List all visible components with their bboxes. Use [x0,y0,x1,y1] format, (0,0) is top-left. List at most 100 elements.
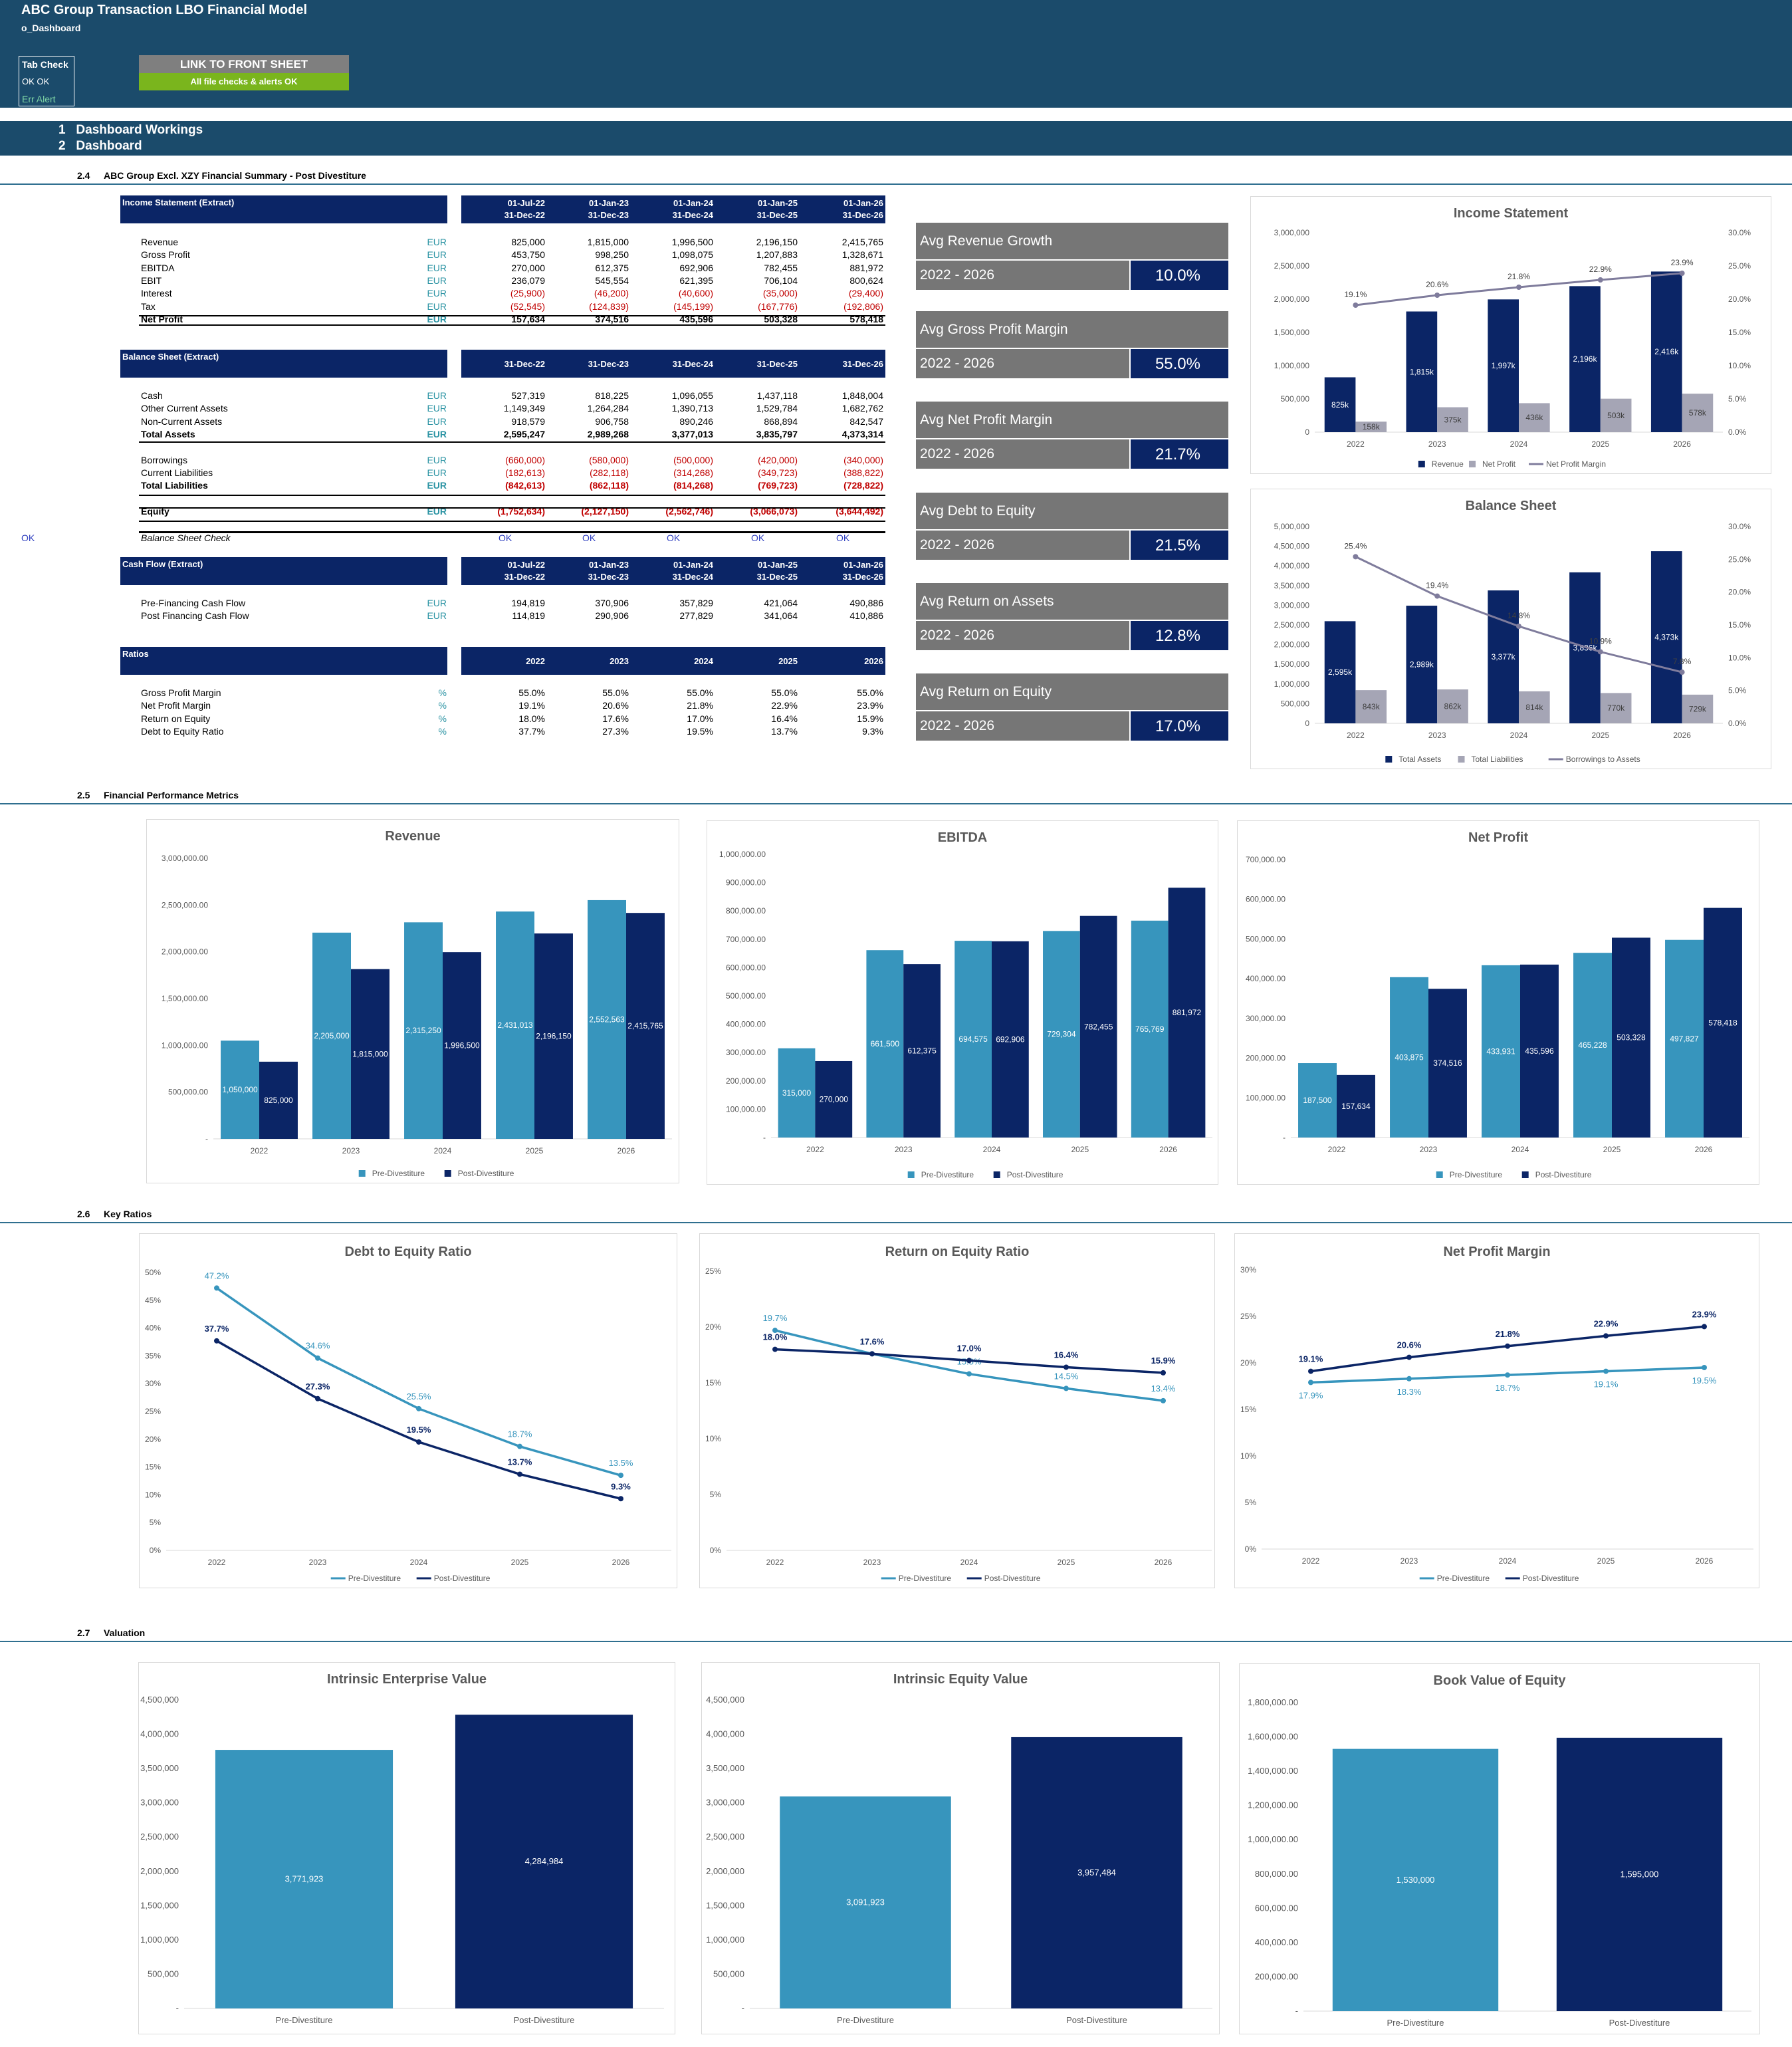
data-label: 9.3% [611,1481,631,1491]
legend-swatch [1436,1171,1443,1178]
period-start-date: 01-Jan-25 [758,560,798,570]
data-label: 435,596 [1525,1046,1554,1056]
table-row: Pre-Financing Cash Flow EUR 194,819 370,906… [0,598,891,610]
data-label: 270,000 [820,1094,849,1104]
y-tick-label: 100,000.00 [726,1104,766,1114]
chart-bve[interactable]: Book Value of Equity 1,800,000.00 1,600,00… [1239,1663,1760,2034]
row-label: EBIT [141,275,162,286]
nav-item-dashboard-workings[interactable]: 1 Dashboard Workings [58,123,203,138]
line-point [1679,271,1685,276]
y-tick-label: 3,000,000 [706,1798,744,1808]
x-tick-label: 2025 [1058,1558,1075,1567]
table-cell: (2,562,746) [665,506,713,517]
nav-item-dashboard[interactable]: 2 Dashboard [58,139,142,154]
bar-post-divestiture [1428,989,1467,1138]
kpi-value: 55.0% [1131,349,1228,378]
chart-debt_equity[interactable]: Debt to Equity Ratio 50% 45% 40% 35% 30% 25% 20… [139,1233,677,1588]
kpi-label-area: Avg Debt to Equity [916,493,1228,529]
period-start-date: 01-Jan-23 [589,198,629,208]
y-tick-label: 0% [150,1546,162,1555]
chart-net_profit_margin[interactable]: Net Profit Margin 30% 25% 20% 15% 10% 5% 0% 2022… [1234,1233,1759,1588]
line-point [966,1371,972,1377]
row-label: Tax [141,301,156,312]
table-cell: 341,064 [764,610,798,622]
line-point [772,1328,778,1334]
y-tick-label: 3,000,000.00 [162,854,208,863]
chart-revenue[interactable]: Revenue 3,000,000.00 2,500,000.00 2,000,000… [146,819,679,1183]
kpi-value: 21.5% [1131,531,1228,560]
data-label: 661,500 [871,1039,900,1048]
period-end-date: 2024 [694,656,713,666]
income-statement-date-header: 01-Jul-22 31-Dec-22 01-Jan-23 31-Dec-23 01-J… [461,195,885,223]
x-tick-label: 2023 [1400,1556,1418,1566]
y-tick-label: 4,500,000 [140,1695,179,1705]
x-tick-label: 2024 [1499,1556,1517,1566]
table-cell: 1,096,055 [671,390,713,401]
data-label: 2,416k [1654,347,1679,356]
period-end-date: 2026 [864,656,883,666]
line-point [618,1473,623,1479]
chart-canvas: 25% 20% 15% 10% 5% 0% 2022 2023 2024 2025 2026 19.7… [705,1266,1212,1583]
x-tick-label: Post-Divestiture [1066,2015,1127,2025]
y-tick-label: 10% [1240,1451,1256,1461]
table-cell: 906,758 [595,416,629,427]
chart-eqv[interactable]: Intrinsic Equity Value 4,500,000 4,000,000… [701,1662,1220,2034]
y-tick-label: 20% [705,1322,721,1332]
y-tick-label: 900,000.00 [726,878,766,888]
tab-check-box: Tab Check OK OK Err Alert [19,56,74,106]
table-cell: 410,886 [849,610,883,622]
chart-net_profit[interactable]: Net Profit 700,000.00 600,000.00 500,000.00… [1237,820,1759,1185]
data-label: 578k [1689,408,1707,418]
y-tick-label: - [205,1134,208,1144]
y-tick-label: 2,500,000.00 [162,900,208,909]
x-tick-label: 2024 [983,1145,1001,1154]
data-label: 20.6% [1397,1340,1422,1350]
table-cell: 16.4% [771,713,798,724]
period-end-date: 2025 [778,656,798,666]
row-unit: % [438,725,447,737]
y-tick-label: 10% [705,1434,721,1443]
legend-swatch [993,1171,1000,1178]
data-label: 3,957,484 [1077,1867,1116,1877]
table-cell: (500,000) [673,454,713,465]
chart-ebitda[interactable]: EBITDA 1,000,000.00 900,000.00 800,000.00 70… [707,820,1218,1185]
y-tick-label: 4,000,000 [706,1729,744,1739]
table-cell: 21.8% [687,700,713,711]
section-2-5-header: 2.5 Financial Performance Metrics [0,788,1792,804]
kpi-value: 21.7% [1131,439,1228,469]
bar-total-assets [1488,590,1519,723]
y-tick-label: 500,000.00 [1246,934,1286,943]
chart-balance_sheet[interactable]: Balance Sheet 5,000,000 4,500,000 4,000,000… [1250,489,1771,769]
link-to-front-sheet-button[interactable]: LINK TO FRONT SHEET [139,55,349,73]
legend-label: Post-Divestiture [458,1169,514,1178]
row-label: Total Assets [141,428,195,439]
nav-label: Dashboard Workings [76,123,203,137]
balance-check-cell: OK [499,533,512,543]
table-cell: (3,066,073) [750,506,798,517]
y-tick-label: 1,400,000.00 [1248,1766,1298,1776]
chart-ev[interactable]: Intrinsic Enterprise Value 4,500,000 4,000… [138,1662,675,2034]
line-point [1161,1370,1166,1376]
line-point [1597,649,1603,655]
chart-return_equity[interactable]: Return on Equity Ratio 25% 20% 15% 10% 5% 0% 20… [699,1233,1215,1588]
row-label: Gross Profit Margin [141,687,221,698]
y-tick-label: 30% [145,1379,161,1388]
ratios-title-bar: Ratios [120,647,447,675]
legend-swatch [358,1170,366,1177]
y-tick-label: 1,000,000 [140,1935,179,1945]
chart-title: Intrinsic Enterprise Value [326,1672,487,1687]
kpi-period: 2022 - 2026 [920,718,995,733]
data-label: 843k [1363,702,1381,711]
x-tick-label: 2022 [806,1145,824,1154]
y-tick-label: 2,000,000 [1274,640,1310,650]
kpi-card: Avg Revenue Growth 2022 - 2026 10.0% [916,223,1228,290]
table-cell: (192,806) [843,301,883,312]
bar-pre-divestiture [496,911,534,1139]
chart-income_statement[interactable]: Income Statement 3,000,000 2,500,000 2,000,… [1250,196,1771,474]
bar-post-divestiture [1079,915,1117,1138]
data-label: 692,906 [996,1034,1025,1044]
kpi-value: 12.8% [1131,621,1228,650]
period-end-date: 31-Dec-22 [504,572,545,582]
line-point [1308,1368,1313,1374]
kpi-label: Avg Debt to Equity [920,503,1036,519]
